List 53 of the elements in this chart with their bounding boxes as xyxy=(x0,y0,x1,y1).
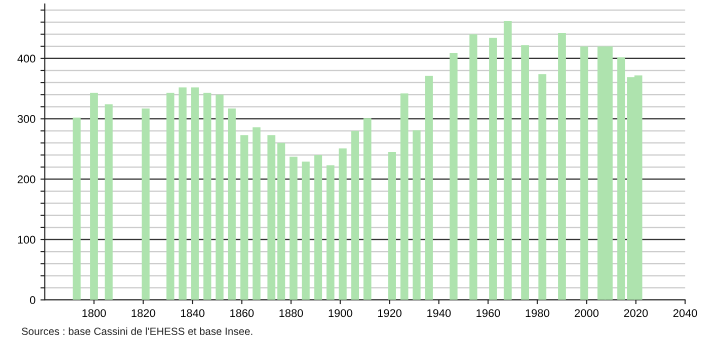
bar xyxy=(314,155,322,300)
source-note: Sources : base Cassini de l'EHESS et base Insee. xyxy=(22,327,252,336)
bar xyxy=(228,108,236,300)
bar xyxy=(351,130,360,300)
bar xyxy=(412,130,421,300)
x-tick-label: 1840 xyxy=(181,309,204,318)
bar xyxy=(338,148,347,300)
x-tick-label: 1940 xyxy=(427,309,451,318)
bar xyxy=(142,108,150,300)
bar xyxy=(489,38,497,300)
bar xyxy=(267,135,276,300)
bar xyxy=(203,92,212,300)
bar xyxy=(580,46,588,300)
bar xyxy=(104,104,113,300)
bar xyxy=(469,34,478,300)
x-tick-label: 2000 xyxy=(574,309,599,318)
y-tick-label: 200 xyxy=(18,175,36,184)
bar xyxy=(326,165,334,300)
bar xyxy=(388,152,396,300)
bar xyxy=(450,52,458,300)
y-tick-label: 300 xyxy=(18,115,36,123)
bar xyxy=(216,94,224,300)
x-tick-label: 1920 xyxy=(378,309,402,318)
x-tick-label: 1900 xyxy=(328,309,352,318)
y-tick-label: 0 xyxy=(30,296,36,304)
x-tick-label: 1820 xyxy=(132,309,156,318)
bar xyxy=(277,142,286,300)
bar xyxy=(617,57,626,300)
bar xyxy=(363,118,372,300)
bar xyxy=(302,162,310,300)
x-tick-label: 2040 xyxy=(673,309,698,318)
x-tick-label: 1960 xyxy=(476,309,500,318)
bar xyxy=(538,74,546,300)
bar xyxy=(504,20,512,300)
bar xyxy=(178,87,187,300)
bar xyxy=(400,93,408,300)
bar xyxy=(191,87,199,300)
x-tick-label: 1860 xyxy=(230,309,254,318)
x-tick-label: 1880 xyxy=(280,309,303,318)
bar xyxy=(90,92,98,300)
bar xyxy=(166,92,174,300)
bar xyxy=(290,156,298,300)
x-tick-label: 1980 xyxy=(526,309,550,318)
bar xyxy=(521,45,529,300)
bar xyxy=(252,127,260,300)
x-tick-label: 2020 xyxy=(624,309,648,318)
bar xyxy=(240,135,248,300)
x-tick-label: 1800 xyxy=(82,309,106,318)
bar xyxy=(425,76,433,300)
y-tick-label: 100 xyxy=(18,236,36,244)
bar xyxy=(558,33,566,300)
bar xyxy=(72,118,81,300)
y-tick-label: 400 xyxy=(17,54,36,63)
